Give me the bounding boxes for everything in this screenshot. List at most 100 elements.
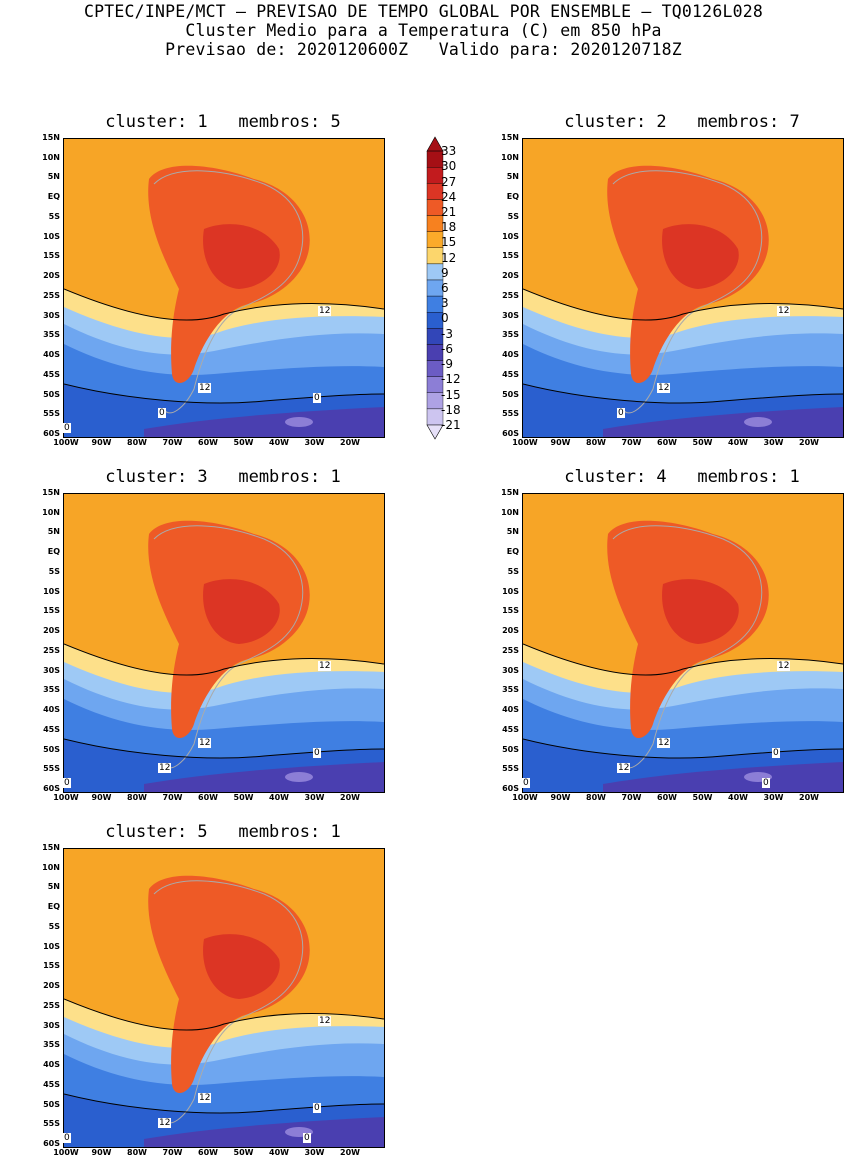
lon-tick-label: 40W (269, 438, 289, 447)
map-area (63, 138, 385, 438)
lat-tick-label: 45S (43, 724, 60, 734)
lat-tick-label: 25S (43, 290, 60, 300)
colorbar-label: -9 (441, 357, 453, 372)
lat-tick-label: 55S (502, 409, 519, 419)
lon-tick-label: 90W (91, 793, 112, 802)
lon-tick-label: 50W (692, 793, 713, 802)
panel-title: cluster: 3 membros: 1 (105, 467, 341, 487)
map-panel-1: cluster: 1 membros: 5 15N 10N 5N EQ 5S 10S 15S 2… (42, 112, 385, 447)
contour-0 (523, 738, 843, 759)
lat-tick-label: 45S (43, 369, 60, 379)
lat-tick-label: 10N (42, 152, 60, 162)
band-lavender (744, 417, 772, 427)
band-lavender (285, 772, 313, 782)
lon-tick-label: 80W (586, 438, 606, 447)
colorbar-label: 3 (441, 296, 449, 311)
lon-tick-label: 50W (233, 793, 254, 802)
lat-tick-label: 5S (48, 921, 60, 931)
lat-tick-label: 50S (43, 389, 60, 399)
lat-tick-label: 25S (43, 1000, 60, 1010)
contour-0 (64, 1093, 384, 1114)
header-dates: Previsao de: 2020120600Z Valido para: 20… (165, 40, 682, 59)
lat-tick-label: 10S (502, 231, 519, 241)
lat-tick-label: 10N (42, 862, 60, 872)
map-panel-4: cluster: 4 membros: 1 15N 10N 5N EQ 5S 10S 15S 2… (501, 467, 844, 802)
map-svg (64, 849, 384, 1147)
map-area (63, 493, 385, 793)
contour-label: 12 (777, 306, 791, 316)
lon-tick-label: 90W (550, 438, 571, 447)
lon-tick-label: 60W (198, 1148, 218, 1157)
colorbar-label: -18 (441, 402, 461, 417)
lat-tick-label: 40S (43, 705, 60, 715)
lat-tick-label: 55S (502, 764, 519, 774)
lon-tick-label: 20W (340, 793, 360, 802)
lat-tick-label: 15S (502, 606, 519, 616)
lon-tick-label: 40W (269, 1148, 289, 1157)
lat-tick-label: 60S (502, 429, 519, 438)
lat-tick-label: 50S (502, 389, 519, 399)
continent-hot (203, 224, 280, 289)
lat-tick-label: 40S (502, 350, 519, 360)
band-lavender (285, 417, 313, 427)
panel-title: cluster: 4 membros: 1 (564, 467, 800, 487)
lon-tick-label: 90W (91, 1148, 112, 1157)
lat-tick-label: 20S (502, 271, 519, 281)
map-panel-2: cluster: 2 membros: 7 15N 10N 5N EQ 5S 10S 15S 2… (501, 112, 844, 447)
lat-tick-label: 5N (506, 172, 519, 182)
continent-hot (662, 224, 739, 289)
contour-label: 0 (762, 778, 770, 788)
lon-tick-label: 100W (512, 793, 538, 802)
lat-tick-label: EQ (47, 547, 60, 557)
lat-tick-label: 30S (43, 310, 60, 320)
lon-tick-label: 100W (53, 793, 79, 802)
map-svg (523, 494, 843, 792)
contour-label: 12 (158, 1118, 172, 1128)
contour-12 (64, 643, 384, 676)
contour-label: 12 (318, 306, 332, 316)
panel-title: cluster: 2 membros: 7 (564, 112, 800, 132)
map-area (522, 493, 844, 793)
lat-tick-label: EQ (47, 192, 60, 202)
contour-label: 12 (657, 738, 671, 748)
lon-tick-label: 100W (512, 438, 538, 447)
continent-hot (203, 579, 280, 644)
contour-12 (523, 288, 843, 321)
band-purple (144, 762, 384, 792)
lat-tick-label: 15S (43, 251, 60, 261)
map-panel-5: cluster: 5 membros: 1 15N 10N 5N EQ 5S 10S 15S 2… (42, 822, 385, 1157)
lat-tick-label: 35S (43, 330, 60, 340)
lon-tick-label: 50W (233, 438, 254, 447)
lat-tick-label: 40S (502, 705, 519, 715)
lat-tick-label: 40S (43, 350, 60, 360)
lat-tick-label: 10S (502, 586, 519, 596)
coastline (612, 170, 763, 414)
lat-tick-label: EQ (47, 902, 60, 912)
lat-tick-label: 30S (43, 665, 60, 675)
lat-tick-label: 10N (42, 507, 60, 517)
lon-tick-label: 80W (127, 438, 147, 447)
coastline (153, 525, 304, 769)
lat-tick-label: 60S (502, 784, 519, 793)
lat-tick-label: 50S (43, 1099, 60, 1109)
lat-tick-label: 25S (502, 290, 519, 300)
lat-tick-label: 5S (507, 566, 519, 576)
lon-tick-label: 30W (304, 793, 325, 802)
map-area (522, 138, 844, 438)
contour-label: 12 (777, 661, 791, 671)
lon-tick-label: 60W (657, 793, 677, 802)
contour-label: 12 (198, 738, 212, 748)
contour-label: 0 (158, 408, 166, 418)
continent-hot (203, 934, 280, 999)
contour-label: 0 (63, 423, 71, 433)
continent-hot (662, 579, 739, 644)
panel-title: cluster: 1 membros: 5 (105, 112, 341, 132)
lat-tick-label: 15N (501, 488, 519, 497)
lon-tick-label: 40W (269, 793, 289, 802)
lon-tick-label: 70W (162, 1148, 183, 1157)
colorbar-label: 0 (441, 311, 449, 326)
lon-tick-label: 20W (340, 438, 360, 447)
lat-tick-label: 15N (42, 488, 60, 497)
lat-tick-label: 50S (502, 744, 519, 754)
lon-tick-label: 20W (799, 438, 819, 447)
